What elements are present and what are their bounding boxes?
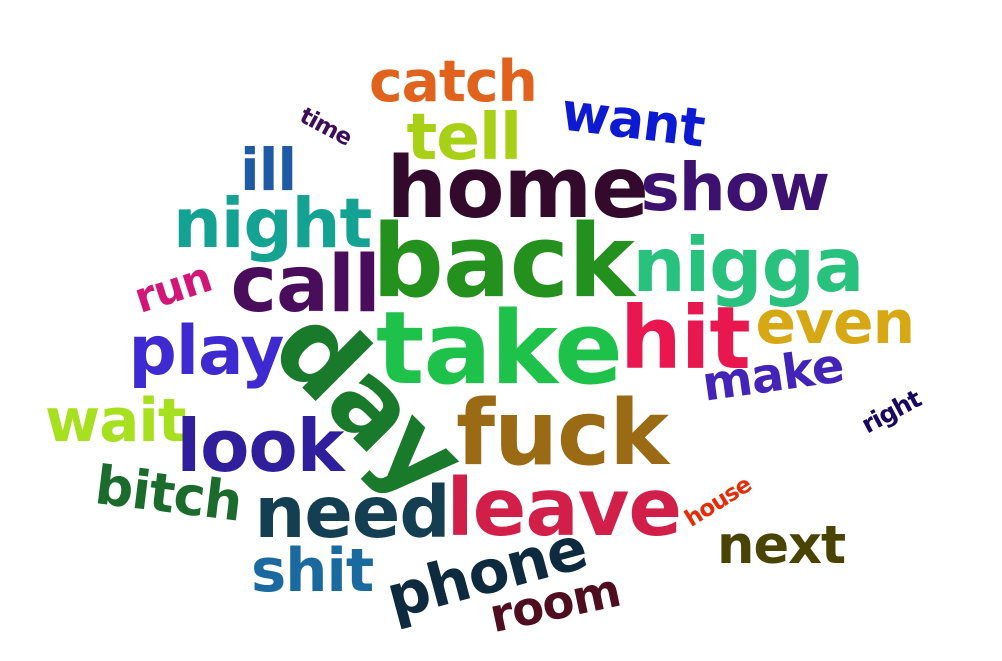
word-need: need (254, 471, 451, 554)
word-show: show (640, 149, 831, 226)
word-right: right (855, 383, 925, 439)
word-night: night (173, 183, 372, 264)
word-call: call (230, 237, 381, 330)
word-hit: hit (620, 288, 751, 389)
word-catch: catch (369, 48, 538, 115)
word-bitch: bitch (91, 452, 245, 534)
word-take: take (376, 288, 623, 407)
word-time: time (295, 102, 356, 151)
word-shit: shit (251, 535, 374, 605)
word-play: play (128, 311, 285, 390)
word-tell: tell (406, 100, 523, 175)
word-look: look (176, 404, 345, 488)
word-back: back (372, 203, 635, 320)
word-even: even (755, 288, 916, 358)
word-home: home (386, 138, 649, 238)
word-next: next (717, 514, 846, 576)
word-nigga: nigga (632, 221, 865, 309)
word-wait: wait (45, 387, 186, 456)
word-fuck: fuck (456, 382, 669, 486)
word-leave: leave (446, 460, 683, 554)
word-ill: ill (240, 137, 297, 204)
